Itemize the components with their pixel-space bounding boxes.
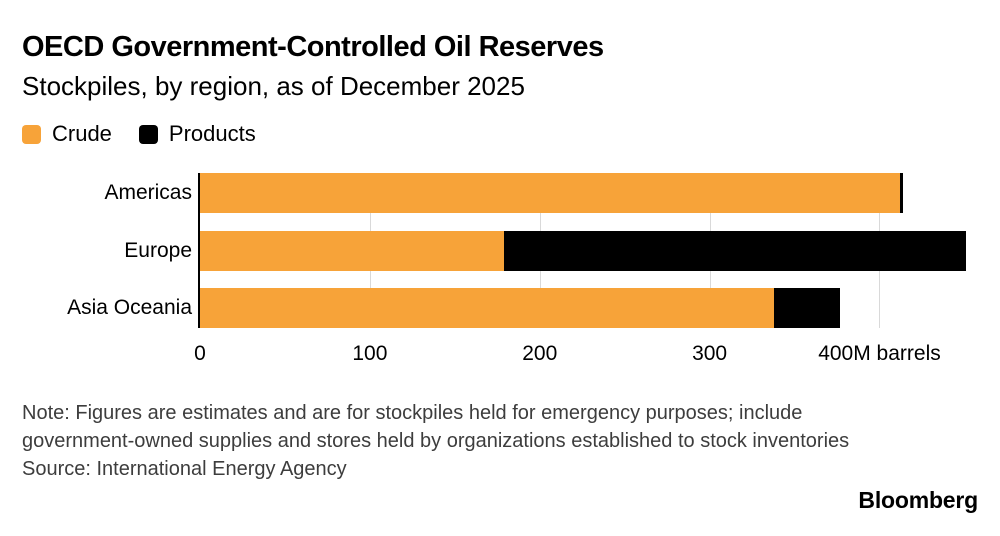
category-label-europe: Europe <box>124 238 192 262</box>
x-axis-labels: 0 100 200 300 400M barrels <box>194 342 978 368</box>
x-tick-label-0: 0 <box>194 342 206 365</box>
x-tick-label-200: 200 <box>522 342 558 365</box>
y-axis-line <box>198 173 200 328</box>
x-tick-label-100: 100 <box>352 342 388 365</box>
legend-label: Crude <box>52 121 112 146</box>
bar-segment-asia-oceania-products <box>774 288 841 328</box>
bar-row-americas <box>200 173 978 213</box>
bloomberg-logo: Bloomberg <box>858 487 978 513</box>
plot-area <box>198 173 978 328</box>
chart-subtitle: Stockpiles, by region, as of December 20… <box>22 71 525 101</box>
products-swatch-icon <box>138 124 158 144</box>
note-line-2: government-owned supplies and stores hel… <box>22 430 850 452</box>
crude-swatch-icon <box>22 124 41 144</box>
legend-label: Products <box>168 121 256 146</box>
category-label-americas: Americas <box>104 181 192 204</box>
bar-row-europe <box>200 230 978 271</box>
bar-row-asia-oceania <box>200 288 978 328</box>
legend-item-products: Products <box>138 121 256 147</box>
note-line-1: Note: Figures are estimates and are for … <box>22 402 803 424</box>
bar-segment-europe-crude <box>200 230 505 271</box>
bar-segment-americas-products <box>899 173 904 213</box>
chart-title: OECD Government-Controlled Oil Reserves <box>22 31 604 63</box>
legend: Crude Products <box>22 121 256 147</box>
bar-segment-asia-oceania-crude <box>200 288 775 328</box>
legend-item-crude: Crude <box>22 121 112 147</box>
category-label-asia-oceania: Asia Oceania <box>67 296 192 319</box>
bar-segment-europe-products <box>504 230 967 271</box>
source-text: Source: International Energy Agency <box>22 458 347 480</box>
x-tick-label-300: 300 <box>692 342 728 365</box>
y-axis-labels: Americas Europe Asia Oceania <box>0 173 192 328</box>
bar-segment-americas-crude <box>200 173 900 213</box>
x-tick-label-400: 400M barrels <box>818 342 941 365</box>
